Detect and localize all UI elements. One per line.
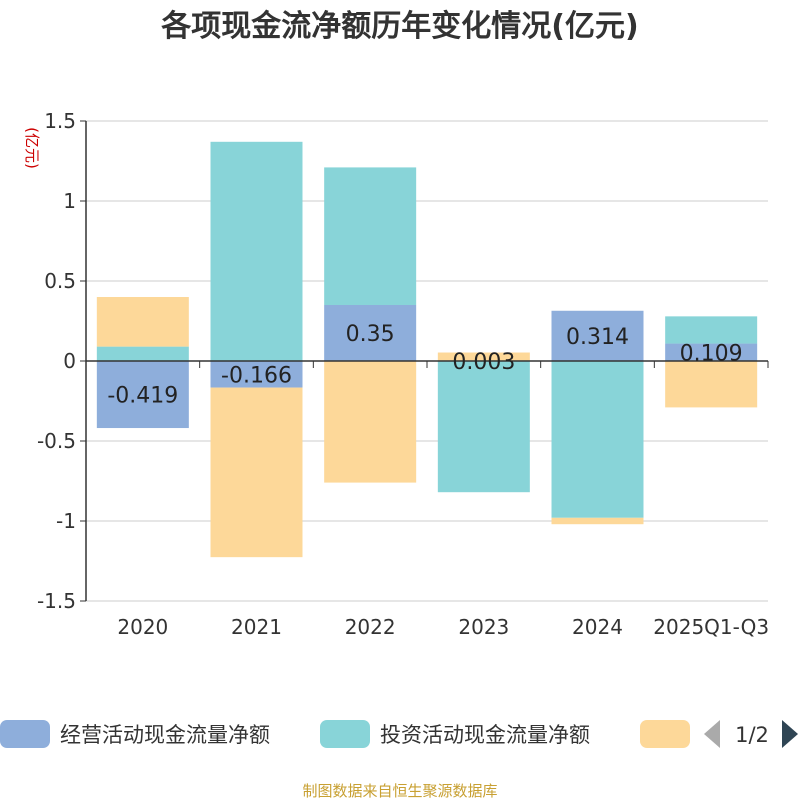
legend-next-icon[interactable]	[782, 720, 798, 748]
y-tick-label: 1	[63, 189, 76, 213]
legend-label[interactable]: 投资活动现金流量净额	[380, 723, 590, 747]
legend-swatch[interactable]	[640, 720, 690, 748]
bar-segment[interactable]	[437, 352, 530, 361]
bar-segment[interactable]	[210, 141, 303, 361]
data-label: 0.109	[680, 341, 743, 366]
x-tick-label: 2024	[572, 615, 623, 639]
bar-segment[interactable]	[96, 297, 189, 347]
bars	[96, 141, 758, 558]
bar-segment[interactable]	[551, 361, 644, 518]
bar-segment[interactable]	[665, 316, 758, 344]
data-label: -0.419	[107, 384, 178, 409]
data-label: -0.166	[221, 363, 292, 388]
bar-segment[interactable]	[210, 361, 303, 388]
data-label: 0.003	[452, 350, 515, 375]
data-source-note: 制图数据来自恒生聚源数据库	[302, 782, 497, 800]
legend-prev-icon[interactable]	[704, 720, 720, 748]
bar-segment[interactable]	[665, 361, 758, 408]
y-tick-label: 0	[63, 349, 76, 373]
axes: 1.5 1 0.5 0 -0.5 -1 -1.5 2020 2021 2022 2023 2024 20…	[37, 109, 769, 639]
y-axis-label: (亿元)	[23, 127, 41, 169]
bar-segment[interactable]	[96, 346, 189, 361]
bar-segment[interactable]	[324, 361, 417, 483]
legend-swatch[interactable]	[320, 720, 370, 748]
legend-swatch[interactable]	[0, 720, 50, 748]
legend-page-indicator: 1/2	[735, 723, 769, 747]
y-tick-label: -1.5	[37, 589, 76, 613]
legend-label[interactable]: 经营活动现金流量净额	[60, 723, 270, 747]
x-tick-label: 2021	[231, 615, 282, 639]
y-tick-label: 0.5	[44, 269, 76, 293]
bar-segment[interactable]	[96, 361, 189, 429]
bar-segment[interactable]	[324, 305, 417, 361]
x-tick-label: 2023	[458, 615, 509, 639]
data-labels: -0.419 -0.166 0.35 0.003 0.314 0.109	[107, 322, 742, 409]
bar-segment[interactable]	[551, 310, 644, 361]
y-tick-label: -1	[56, 509, 76, 533]
bar-segment[interactable]	[324, 167, 417, 305]
legend: 经营活动现金流量净额 投资活动现金流量净额 1/2	[0, 720, 798, 748]
y-tick-label: -0.5	[37, 429, 76, 453]
chart-title: 各项现金流净额历年变化情况(亿元)	[160, 9, 638, 44]
bar-segment[interactable]	[665, 343, 758, 361]
data-label: 0.314	[566, 325, 629, 350]
x-tick-label: 2020	[117, 615, 168, 639]
x-tick-label: 2022	[345, 615, 396, 639]
data-label: 0.35	[346, 322, 395, 347]
bar-segment[interactable]	[551, 517, 644, 525]
bar-segment[interactable]	[210, 387, 303, 558]
bar-segment[interactable]	[437, 361, 530, 493]
y-tick-label: 1.5	[44, 109, 76, 133]
x-tick-label: 2025Q1-Q3	[653, 615, 769, 639]
